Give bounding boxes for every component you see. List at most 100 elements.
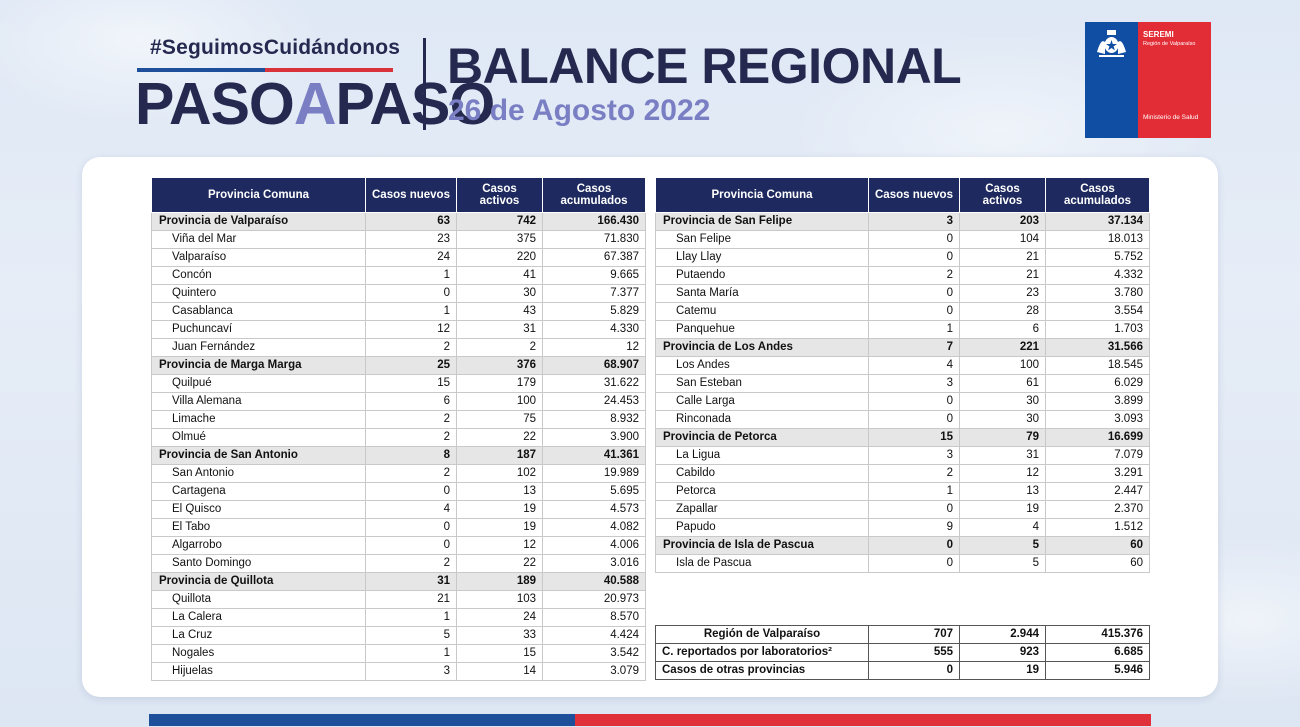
cell-casos-nuevos: 0 [365, 536, 457, 555]
cell-casos-nuevos: 707 [868, 625, 960, 644]
comuna-row: Quintero 0 30 7.377 [151, 284, 646, 303]
cell-casos-acumulados: 3.780 [1045, 284, 1150, 303]
cell-casos-acumulados: 3.899 [1045, 392, 1150, 411]
seremi-logo: SEREMI Región de Valparaíso Ministerio d… [1085, 22, 1211, 138]
cell-casos-nuevos: 0 [868, 392, 960, 411]
column-header-provincia: Provincia Comuna [655, 177, 869, 213]
comuna-row: Villa Alemana 6 100 24.453 [151, 392, 646, 411]
paso-a-paso-logo: PASOAPASO [135, 72, 495, 136]
cell-casos-acumulados: 3.900 [542, 428, 646, 447]
comuna-row: Petorca 1 13 2.447 [655, 482, 1150, 501]
cell-casos-activos: 5 [959, 536, 1046, 555]
cell-casos-nuevos: 0 [365, 284, 457, 303]
column-header-acumulados: Casos acumulados [542, 177, 646, 213]
cell-casos-nuevos: 15 [868, 428, 960, 447]
right-cases-table: Provincia Comuna Casos nuevos Casos acti… [655, 177, 1150, 573]
cell-casos-acumulados: 71.830 [542, 230, 646, 249]
cell-casos-acumulados: 1.512 [1045, 518, 1150, 537]
province-row: Provincia de Quillota 31 189 40.588 [151, 572, 646, 591]
cell-name: Casablanca [151, 302, 366, 321]
comuna-row: Quillota 21 103 20.973 [151, 590, 646, 609]
cell-casos-activos: 100 [456, 392, 543, 411]
cell-name: Calle Larga [655, 392, 869, 411]
cell-casos-nuevos: 2 [868, 266, 960, 285]
cell-casos-acumulados: 6.029 [1045, 374, 1150, 393]
cell-casos-acumulados: 18.013 [1045, 230, 1150, 249]
cell-casos-nuevos: 3 [868, 446, 960, 465]
cell-casos-nuevos: 4 [365, 500, 457, 519]
cell-casos-acumulados: 67.387 [542, 248, 646, 267]
comuna-row: Zapallar 0 19 2.370 [655, 500, 1150, 519]
cell-name: Valparaíso [151, 248, 366, 267]
cell-casos-activos: 61 [959, 374, 1046, 393]
cell-casos-activos: 179 [456, 374, 543, 393]
column-header-provincia: Provincia Comuna [151, 177, 366, 213]
cell-casos-acumulados: 31.622 [542, 374, 646, 393]
comuna-row: Calle Larga 0 30 3.899 [655, 392, 1150, 411]
cell-casos-activos: 21 [959, 248, 1046, 267]
cell-name: C. reportados por laboratorios² [655, 643, 869, 662]
cell-casos-nuevos: 3 [868, 374, 960, 393]
cell-casos-nuevos: 0 [868, 500, 960, 519]
cell-casos-activos: 375 [456, 230, 543, 249]
comuna-row: Cartagena 0 13 5.695 [151, 482, 646, 501]
column-header-activos: Casos activos [959, 177, 1046, 213]
comuna-row: Limache 2 75 8.932 [151, 410, 646, 429]
cell-casos-acumulados: 4.082 [542, 518, 646, 537]
cell-casos-acumulados: 4.330 [542, 320, 646, 339]
cell-casos-activos: 2.944 [959, 625, 1046, 644]
cell-casos-acumulados: 31.566 [1045, 338, 1150, 357]
province-row: Provincia de Marga Marga 25 376 68.907 [151, 356, 646, 375]
province-row: Provincia de Valparaíso 63 742 166.430 [151, 212, 646, 231]
column-header-nuevos: Casos nuevos [868, 177, 960, 213]
cell-casos-activos: 4 [959, 518, 1046, 537]
cell-casos-acumulados: 2.370 [1045, 500, 1150, 519]
cell-name: El Tabo [151, 518, 366, 537]
cell-casos-nuevos: 1 [365, 608, 457, 627]
cell-casos-nuevos: 9 [868, 518, 960, 537]
cell-casos-acumulados: 3.093 [1045, 410, 1150, 429]
cell-casos-acumulados: 20.973 [542, 590, 646, 609]
cell-casos-acumulados: 3.291 [1045, 464, 1150, 483]
comuna-row: Hijuelas 3 14 3.079 [151, 662, 646, 681]
cell-name: Putaendo [655, 266, 869, 285]
comuna-row: Cabildo 2 12 3.291 [655, 464, 1150, 483]
cell-casos-acumulados: 3.554 [1045, 302, 1150, 321]
cell-casos-activos: 43 [456, 302, 543, 321]
cell-casos-activos: 41 [456, 266, 543, 285]
cell-casos-activos: 376 [456, 356, 543, 375]
cell-casos-acumulados: 7.377 [542, 284, 646, 303]
cell-name: San Antonio [151, 464, 366, 483]
cell-name: La Ligua [655, 446, 869, 465]
comuna-row: Juan Fernández 2 2 12 [151, 338, 646, 357]
cell-name: Casos de otras provincias [655, 661, 869, 680]
comuna-row: La Calera 1 24 8.570 [151, 608, 646, 627]
cell-casos-acumulados: 8.570 [542, 608, 646, 627]
cell-name: La Calera [151, 608, 366, 627]
cell-name: Cartagena [151, 482, 366, 501]
cell-casos-activos: 12 [456, 536, 543, 555]
cell-casos-nuevos: 15 [365, 374, 457, 393]
cell-casos-nuevos: 0 [868, 536, 960, 555]
cell-casos-acumulados: 3.542 [542, 644, 646, 663]
cell-casos-acumulados: 3.016 [542, 554, 646, 573]
cell-name: Panquehue [655, 320, 869, 339]
cell-casos-nuevos: 21 [365, 590, 457, 609]
header-divider [423, 38, 426, 130]
cell-casos-activos: 24 [456, 608, 543, 627]
comuna-row: San Felipe 0 104 18.013 [655, 230, 1150, 249]
cell-name: La Cruz [151, 626, 366, 645]
seremi-logo-red-band [1138, 22, 1211, 138]
table-header-row: Provincia Comuna Casos nuevos Casos acti… [655, 177, 1150, 213]
cell-casos-nuevos: 8 [365, 446, 457, 465]
cell-casos-activos: 103 [456, 590, 543, 609]
cell-name: Quillota [151, 590, 366, 609]
cell-name: El Quisco [151, 500, 366, 519]
province-row: Provincia de Isla de Pascua 0 5 60 [655, 536, 1150, 555]
comuna-row: San Esteban 3 61 6.029 [655, 374, 1150, 393]
cell-casos-activos: 104 [959, 230, 1046, 249]
cell-casos-nuevos: 0 [868, 230, 960, 249]
cell-casos-activos: 15 [456, 644, 543, 663]
comuna-row: Puchuncaví 12 31 4.330 [151, 320, 646, 339]
cell-name: Nogales [151, 644, 366, 663]
